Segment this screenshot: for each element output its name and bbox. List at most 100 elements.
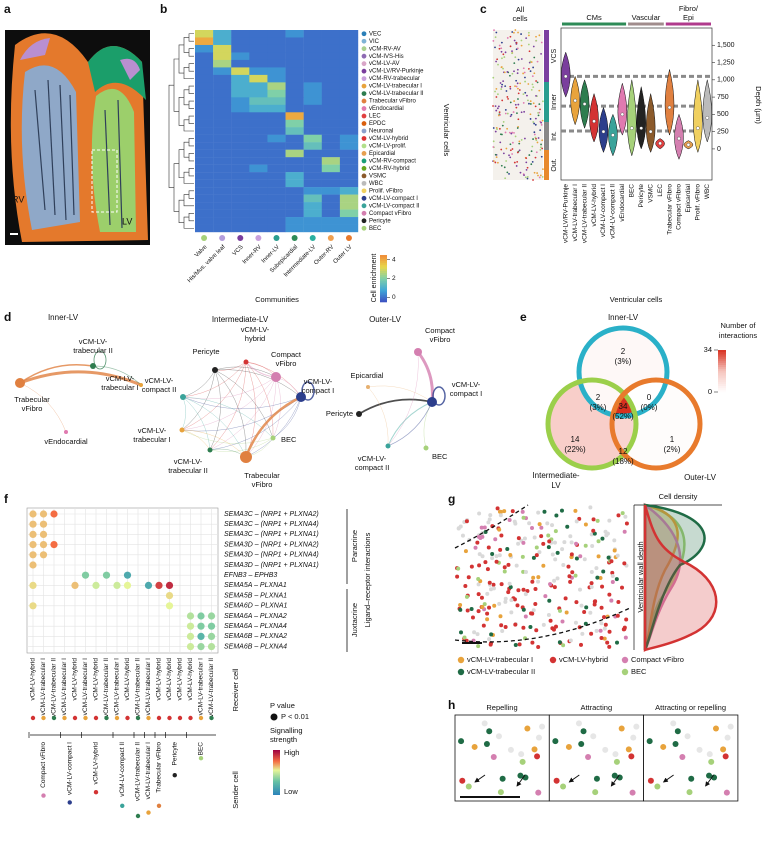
tissue-cell: [534, 117, 537, 120]
tissue-cell: [497, 105, 500, 108]
cell-point: [533, 602, 538, 607]
cell-point: [513, 642, 518, 647]
tissue-cell: [503, 166, 506, 169]
cell-point: [494, 554, 499, 559]
heatmap-cell: [339, 194, 359, 203]
colorbar-step: [380, 300, 387, 303]
column-dot: [345, 235, 352, 241]
row-dot: [361, 151, 367, 156]
cell-point: [497, 601, 502, 606]
tissue-cell: [494, 130, 497, 133]
heatmap-cell: [321, 59, 341, 68]
cell-point: [553, 557, 558, 562]
cell-point: [455, 574, 460, 579]
heatmap-cell: [267, 127, 286, 135]
colorbar-tick-label: 2: [392, 275, 396, 282]
heatmap-cell: [339, 224, 359, 233]
model-cell: [585, 753, 592, 760]
cell-point: [552, 585, 557, 590]
heatmap-cell: [195, 104, 214, 113]
model-cell: [660, 743, 667, 750]
heatmap-cell: [213, 119, 232, 128]
dot: [197, 632, 205, 641]
violin-label: Prolif. vFibro: [695, 184, 702, 221]
tissue-cell: [495, 60, 497, 63]
receiver-dot: [125, 715, 130, 721]
edge: [272, 376, 281, 439]
violin-median: [573, 98, 577, 103]
tissue-cell: [524, 80, 527, 83]
tissue-cell: [513, 39, 516, 42]
tissue-cell: [515, 79, 518, 82]
colorbar-step: [380, 270, 387, 273]
heatmap-cell: [321, 30, 341, 38]
tissue-cell: [538, 89, 541, 92]
edge: [181, 429, 211, 451]
cell-point: [553, 624, 558, 629]
cell-point: [486, 520, 491, 525]
tissue-cell: [520, 33, 522, 35]
heatmap-cell: [267, 89, 286, 98]
row-dot: [361, 121, 367, 126]
node: [212, 367, 218, 373]
tissue-cell: [530, 150, 533, 153]
heatmap-cell: [285, 187, 304, 195]
heatmap-cell: [195, 149, 214, 158]
node-label: vCM-LV-: [145, 376, 174, 385]
row-dot: [361, 76, 367, 82]
node: [427, 397, 437, 407]
cell-point: [600, 536, 605, 541]
tissue-cell: [535, 35, 537, 38]
heatmap-cell: [303, 209, 322, 218]
cell-point: [542, 509, 547, 514]
model-cell: [670, 720, 677, 727]
column-dot: [255, 235, 262, 241]
cell-point: [604, 533, 609, 538]
legend-label: Low: [284, 787, 298, 796]
violin: [645, 93, 656, 153]
tissue-cell: [528, 154, 531, 156]
cell-point: [499, 582, 504, 587]
heatmap-cell: [267, 142, 286, 150]
heatmap-cell: [339, 44, 359, 53]
boundary: [454, 504, 529, 549]
colorbar-step: [718, 371, 726, 374]
heatmap-cell: [267, 194, 286, 203]
heatmap-cell: [267, 224, 286, 233]
tissue-cell: [508, 154, 510, 157]
cell-point: [555, 576, 560, 581]
cell-point: [599, 605, 604, 610]
dot: [39, 510, 48, 518]
tissue-cell: [513, 31, 515, 34]
model-cell: [565, 743, 572, 750]
violin-label: vCM-LV-compact I: [600, 184, 607, 237]
colorbar-tick-label: 0: [392, 294, 396, 301]
cell-point: [595, 575, 600, 580]
interaction-label: EFNB3 – EPHB3: [224, 572, 277, 579]
cell-point: [536, 510, 541, 515]
heatmap-cell: [267, 97, 286, 106]
cell-point: [480, 554, 485, 559]
heatmap-cell: [249, 59, 268, 68]
tissue-cell: [526, 166, 529, 169]
cell-point: [558, 608, 563, 613]
boundary: [454, 607, 631, 643]
tissue-cell: [500, 88, 503, 90]
colorbar-step: [380, 276, 387, 279]
heatmap-cell: [267, 104, 286, 113]
interaction-label: SEMA3D – (NRP1 + PLXNA1): [224, 562, 319, 569]
axis-title: Ligand–receptor interactions: [363, 532, 372, 627]
tissue-cell: [509, 74, 511, 77]
heatmap-cell: [321, 149, 341, 158]
receiver-dot: [72, 715, 78, 721]
heatmap-cell: [303, 112, 322, 120]
cell-point: [610, 570, 615, 575]
model-cell: [507, 746, 514, 753]
tissue-cell: [507, 97, 509, 100]
row-label: Compact vFibro: [369, 211, 412, 217]
tissue-cell: [508, 172, 510, 175]
heatmap-cell: [267, 67, 286, 76]
dot: [155, 581, 163, 590]
panel-letter: g: [448, 492, 455, 506]
violin: [636, 86, 646, 150]
